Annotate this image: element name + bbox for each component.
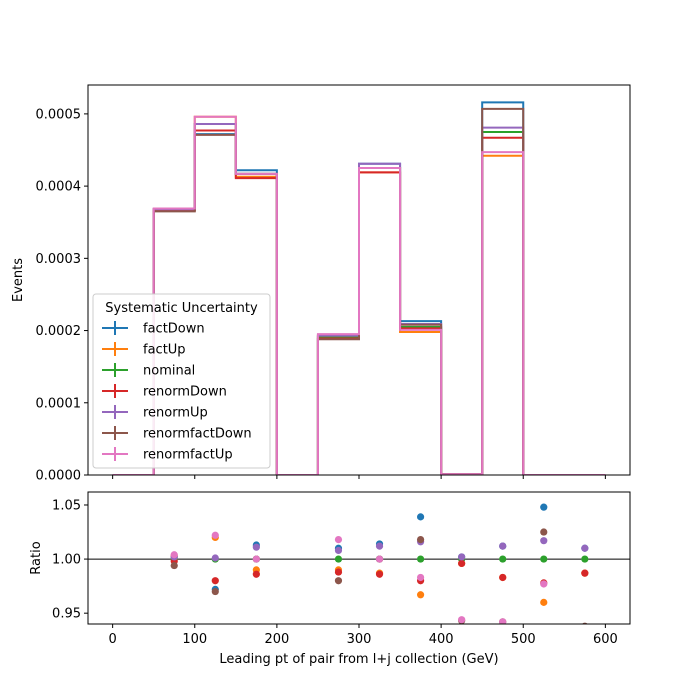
ratio-point-renormfactUp	[375, 555, 384, 563]
ratio-point-renormfactUp	[252, 555, 260, 563]
ratio-point-renormfactDown	[416, 536, 425, 544]
main-y-tick-label: 0.0001	[36, 396, 82, 411]
main-y-tick-label: 0.0004	[36, 180, 82, 195]
ratio-point-renormfactUp	[540, 580, 548, 588]
legend-item-factUp: factUp	[102, 342, 186, 358]
ratio-point-renormDown	[375, 570, 384, 578]
legend-label-renormfactUp: renormfactUp	[143, 448, 233, 463]
ratio-y-tick-label: 1.00	[52, 553, 81, 568]
ratio-point-renormUp	[581, 544, 589, 552]
legend-label-renormDown: renormDown	[143, 385, 227, 400]
ratio-x-tick-label: 600	[593, 632, 618, 647]
ratio-point-renormfactDown	[540, 528, 548, 536]
legend-label-renormfactDown: renormfactDown	[143, 427, 252, 442]
ratio-point-renormUp	[499, 542, 507, 550]
main-y-axis-label: Events	[11, 258, 26, 302]
histogram-line-renormfactUp	[112, 115, 606, 475]
ratio-point-renormDown	[581, 569, 589, 577]
ratio-point-renormDown	[334, 568, 343, 576]
legend-label-factUp: factUp	[143, 343, 186, 358]
ratio-point-factUp	[540, 598, 548, 606]
ratio-point-factDown	[540, 503, 548, 511]
legend-label-nominal: nominal	[143, 364, 195, 379]
ratio-point-nominal	[540, 555, 548, 563]
main-y-tick-label: 0.0003	[36, 252, 82, 267]
legend: Systematic Uncertainty factDown factUp nomi…	[92, 293, 271, 469]
ratio-point-renormDown	[252, 570, 260, 578]
ratio-y-tick-label: 1.05	[52, 498, 81, 513]
ratio-plot: 0 100 200 300 400 500 600 0.95 1.00 1.05 Ratio Lead…	[29, 491, 631, 667]
ratio-x-tick-label: 100	[182, 632, 207, 647]
ratio-point-renormfactDown	[211, 587, 219, 596]
legend-label-factDown: factDown	[143, 322, 205, 337]
ratio-point-renormfactUp	[458, 616, 466, 624]
main-y-tick-label: 0.0000	[36, 469, 82, 484]
legend-box	[92, 293, 271, 469]
legend-item-factDown: factDown	[102, 321, 205, 337]
legend-item-renormDown: renormDown	[102, 384, 227, 400]
ratio-y-tick-label: 0.95	[52, 607, 81, 622]
x-axis-label: Leading pt of pair from l+j collection (…	[219, 652, 498, 667]
ratio-point-renormfactUp	[170, 551, 178, 559]
ratio-x-tick-label: 400	[429, 632, 454, 647]
legend-item-renormfactUp: renormfactUp	[102, 447, 233, 463]
ratio-point-renormUp	[540, 537, 548, 545]
ratio-x-tick-label: 0	[108, 632, 116, 647]
main-y-tick-label: 0.0002	[36, 324, 82, 339]
ratio-point-renormfactUp	[499, 618, 507, 624]
ratio-point-factUp	[416, 591, 425, 599]
legend-title: Systematic Uncertainty	[105, 301, 258, 316]
legend-label-renormUp: renormUp	[143, 406, 208, 421]
main-histogram-plot: 0.0000 0.0001 0.0002 0.0003 0.0004 0.0005 Even…	[11, 84, 631, 484]
ratio-point-renormfactDown	[334, 577, 343, 585]
ratio-point-nominal	[334, 555, 343, 563]
ratio-point-renormUp	[252, 543, 260, 551]
ratio-x-tick-label: 200	[264, 632, 289, 647]
ratio-point-renormUp	[375, 542, 384, 550]
ratio-x-tick-label: 500	[511, 632, 536, 647]
legend-item-renormUp: renormUp	[102, 405, 208, 421]
ratio-point-renormDown	[211, 577, 219, 585]
ratio-point-factDown	[416, 513, 425, 521]
ratio-point-nominal	[581, 555, 589, 563]
ratio-point-renormfactUp	[211, 531, 219, 539]
ratio-point-renormfactUp	[334, 536, 343, 544]
ratio-x-tick-label: 300	[347, 632, 372, 647]
ratio-point-renormDown	[499, 573, 507, 582]
ratio-point-renormfactUp	[583, 623, 587, 624]
ratio-point-renormDown	[458, 559, 466, 568]
legend-item-renormfactDown: renormfactDown	[102, 426, 252, 442]
ratio-point-nominal	[499, 555, 507, 563]
ratio-point-renormUp	[458, 553, 466, 561]
ratio-points-group	[170, 503, 589, 624]
histogram-series-group	[112, 101, 606, 475]
ratio-point-renormUp	[211, 554, 219, 562]
ratio-plot-frame	[87, 491, 631, 625]
ratio-point-renormUp	[334, 546, 343, 555]
ratio-y-axis-label: Ratio	[29, 541, 44, 574]
legend-item-nominal: nominal	[102, 363, 195, 379]
ratio-point-renormfactDown	[170, 561, 178, 570]
ratio-point-nominal	[416, 555, 425, 563]
ratio-point-renormfactUp	[416, 573, 425, 582]
main-y-tick-label: 0.0005	[36, 107, 82, 122]
